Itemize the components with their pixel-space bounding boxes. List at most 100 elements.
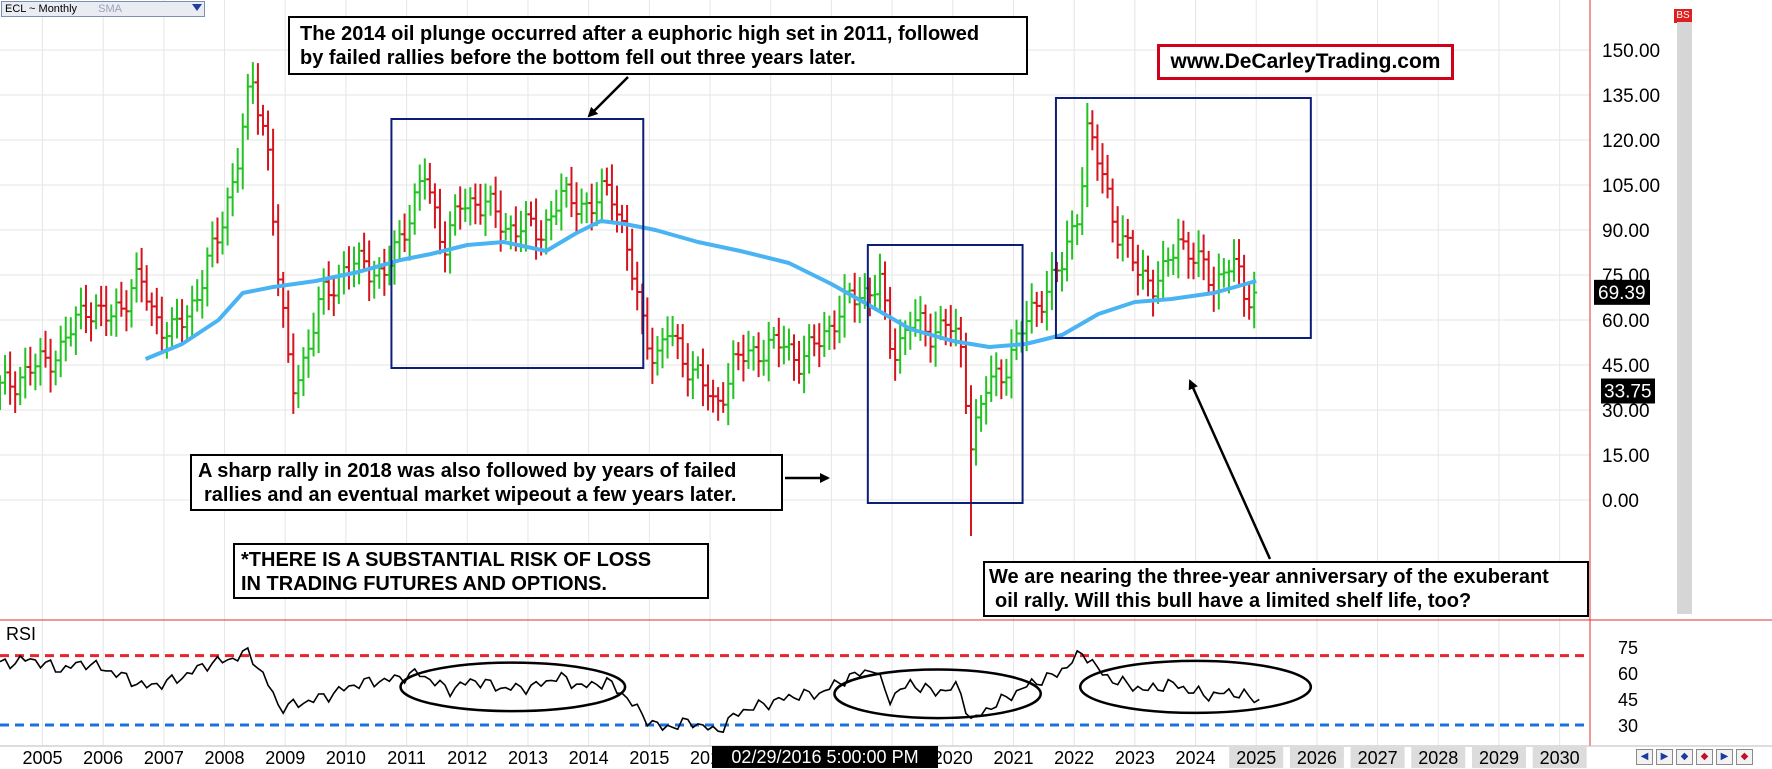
ohlc-bar [775,317,782,368]
price-tick-label: 45.00 [1602,356,1650,377]
buy-sell-tag[interactable]: BS [1674,9,1692,23]
ohlc-bar [836,295,843,344]
ohlc-bar [295,364,302,409]
ohlc-bar [841,274,848,338]
zoom-out-icon[interactable]: ◆ [1696,749,1713,765]
price-tick-label: 0.00 [1602,491,1639,512]
ohlc-bar [1144,255,1151,297]
ohlc-bar [381,248,388,296]
price-tick-label: 135.00 [1602,86,1660,107]
ohlc-bar [973,399,980,466]
series-selector-dropdown[interactable]: ECL ~ Monthly SMA [1,1,205,17]
ohlc-bar [492,176,499,228]
navigation-toolbar: ◀ ▶ ◆ ◆ ▶ ◆ [1636,749,1753,767]
scroll-last-icon[interactable]: ▶ [1716,749,1733,765]
ohlc-bar [1018,321,1025,353]
ohlc-bar [735,342,742,371]
ohlc-bar [578,188,585,224]
callout-line: A sharp rally in 2018 was also followed … [198,460,737,482]
ohlc-bar [209,221,216,268]
ohlc-bar [720,382,727,413]
secondary-price-label: 33.75 [1604,382,1652,403]
reset-view-icon[interactable]: ◆ [1736,749,1753,765]
ohlc-bar [416,164,423,211]
last-price-box [1594,279,1650,305]
ohlc-bar [1104,154,1111,199]
ohlc-bar [548,200,555,241]
ohlc-bar [32,353,39,391]
ohlc-bar [148,292,155,327]
future-year-bg [1532,747,1587,768]
ohlc-bar [447,211,454,274]
year-tick-label: 2006 [83,748,123,768]
ohlc-bar [740,334,747,382]
ohlc-bar [730,340,737,399]
ohlc-bar [664,316,671,359]
future-year-bg [1350,747,1405,768]
ohlc-bar [598,168,605,224]
ohlc-bar [1043,270,1050,331]
disclaimer-line: *THERE IS A SUBSTANTIAL RISK OF LOSS [241,549,652,571]
ohlc-bar [558,173,565,231]
year-tick-label: 2020 [933,748,973,768]
ohlc-bar [897,319,904,374]
ohlc-bar [1210,266,1217,312]
ohlc-bar [967,385,974,536]
ohlc-bar [1170,244,1177,275]
ohlc-bar [1185,231,1192,279]
ohlc-bar [310,312,317,357]
price-scrollbar[interactable] [1677,22,1692,614]
ohlc-bar [67,317,74,347]
ohlc-bar [270,128,277,236]
scroll-right-icon[interactable]: ▶ [1656,749,1673,765]
ohlc-bar [477,183,484,225]
ohlc-bar [659,327,666,369]
ohlc-bar [1109,178,1116,243]
callout-arrows [587,76,1272,560]
ohlc-bar [1165,247,1172,277]
ohlc-bar [619,204,626,234]
rsi-ellipse [399,661,627,713]
price-tick-label: 120.00 [1602,131,1660,152]
callout-current-rally: We are nearing the three-year anniversar… [983,561,1589,617]
ohlc-bar [93,294,100,330]
ohlc-bar [796,340,803,384]
zoom-in-icon[interactable]: ◆ [1676,749,1693,765]
indicator-name: SMA [98,3,122,15]
arrow-current [1188,379,1272,560]
ohlc-bar [259,104,266,136]
price-tick-label: 60.00 [1602,311,1650,332]
ohlc-bar [17,366,24,406]
ohlc-bar [502,213,509,241]
year-tick-label: 2011 [387,748,426,768]
chevron-down-icon[interactable] [192,4,202,11]
year-tick-label: 2025 [1236,748,1276,768]
year-tick-label: 2013 [508,748,548,768]
ohlc-bar [300,347,307,397]
ohlc-bar [927,313,934,363]
year-tick-label: 2024 [1176,748,1216,768]
ohlc-bar [103,285,110,337]
year-tick-label: 2007 [144,748,184,768]
year-tick-label: 2005 [22,748,62,768]
year-tick-label: 2008 [205,748,245,768]
ohlc-bar [613,185,620,233]
ohlc-bar [436,188,443,255]
ohlc-bar [634,261,641,311]
rsi-tick-label: 60 [1618,664,1638,684]
ohlc-bar [1246,284,1253,320]
ohlc-bar [27,346,34,386]
scroll-first-icon[interactable]: ◀ [1636,749,1653,765]
ohlc-bar [790,334,797,381]
ohlc-bar [1175,218,1182,279]
future-year-bg [1411,747,1466,768]
ohlc-bar [770,326,777,349]
ohlc-bar [351,246,358,288]
ohlc-bar [143,265,150,311]
callout-2018-rally: A sharp rally in 2018 was also followed … [190,454,783,511]
ohlc-bar [1013,319,1020,360]
cursor-date-label: 02/29/2016 5:00:00 PM [712,746,938,768]
rsi-ellipse [1078,659,1313,715]
ohlc-bar [528,201,535,227]
